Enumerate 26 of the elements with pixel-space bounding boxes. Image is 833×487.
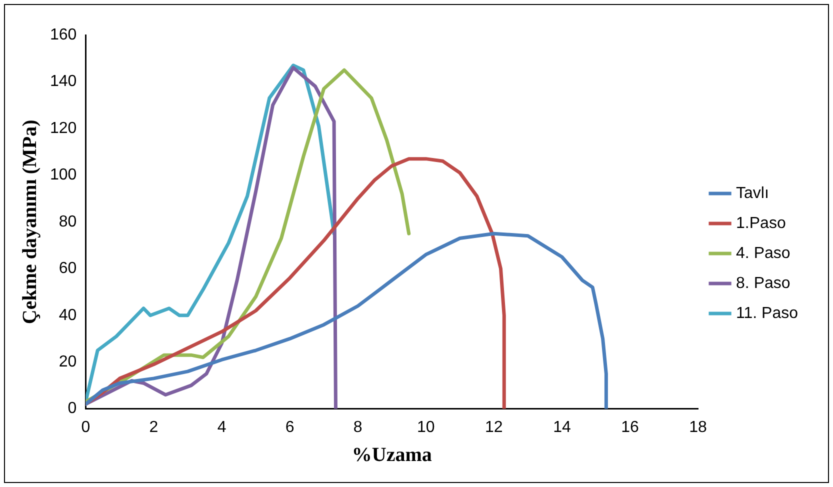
y-tick-label: 0 bbox=[68, 400, 77, 418]
y-tick-label: 80 bbox=[58, 213, 77, 230]
x-tick-label: 6 bbox=[285, 418, 294, 436]
y-tick-label: 140 bbox=[50, 73, 77, 90]
legend-label: 8. Paso bbox=[736, 274, 790, 292]
y-tick-label: 120 bbox=[50, 120, 77, 137]
y-tick-label: 20 bbox=[58, 353, 77, 370]
legend-label: 1.Paso bbox=[736, 214, 786, 232]
x-tick-label: 18 bbox=[689, 418, 708, 436]
legend-label: Tavlı bbox=[736, 184, 769, 202]
x-tick-label: 12 bbox=[485, 418, 503, 436]
y-tick-label: 100 bbox=[50, 166, 77, 184]
x-tick-label: 4 bbox=[217, 418, 226, 436]
y-axis-title: Çekme dayanımı (MPa) bbox=[19, 120, 42, 324]
x-tick-label: 10 bbox=[416, 418, 435, 436]
legend-label: 4. Paso bbox=[736, 244, 790, 262]
x-axis-title: %Uzama bbox=[352, 444, 432, 466]
y-tick-label: 40 bbox=[58, 306, 77, 324]
y-tick-label: 160 bbox=[50, 26, 77, 44]
x-tick-label: 16 bbox=[621, 418, 639, 436]
x-tick-label: 0 bbox=[81, 418, 90, 436]
x-tick-label: 2 bbox=[149, 418, 158, 436]
legend-label: 11. Paso bbox=[736, 304, 798, 322]
x-tick-label: 8 bbox=[353, 418, 362, 436]
x-tick-label: 14 bbox=[553, 418, 571, 436]
y-tick-label: 60 bbox=[58, 260, 77, 278]
